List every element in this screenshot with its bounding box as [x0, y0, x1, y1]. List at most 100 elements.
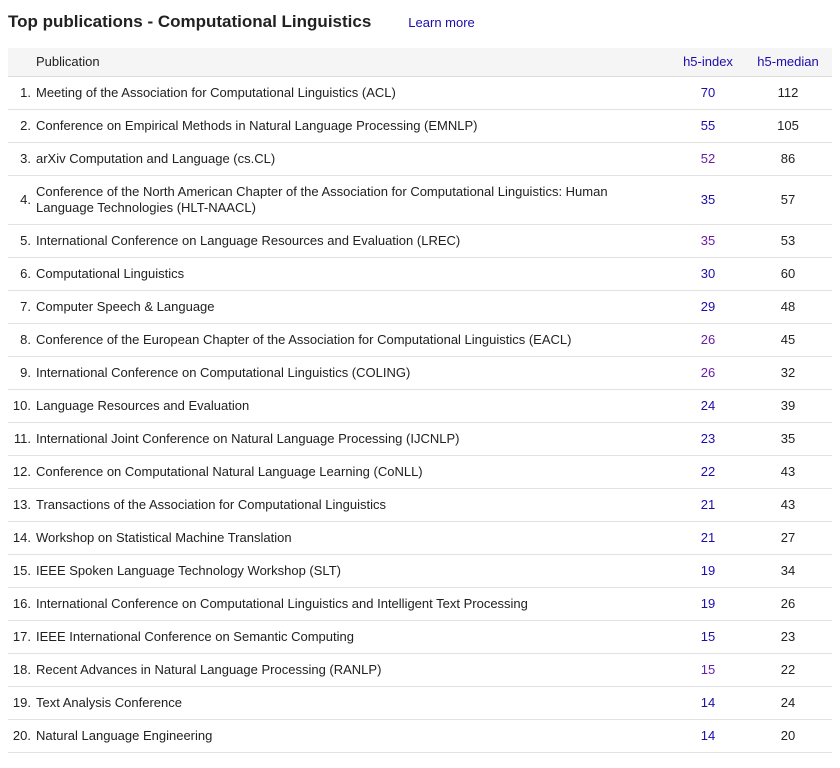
h5-index-cell: 24	[672, 390, 744, 422]
page-header: Top publications - Computational Linguis…	[0, 0, 840, 48]
h5-index-link[interactable]: 30	[700, 266, 716, 281]
h5-index-link[interactable]: 26	[700, 365, 716, 380]
h5-index-link[interactable]: 26	[700, 332, 716, 347]
learn-more-link[interactable]: Learn more	[408, 15, 475, 30]
publication-name: Conference on Empirical Methods in Natur…	[36, 118, 478, 133]
publication-name: International Joint Conference on Natura…	[36, 431, 460, 446]
h5-median-value: 105	[777, 118, 799, 133]
h5-index-cell: 14	[672, 720, 744, 752]
h5-index-link[interactable]: 14	[700, 695, 716, 710]
row-rank: 7.	[20, 299, 31, 314]
h5-median-cell: 60	[744, 258, 832, 290]
h5-index-column-header-cell: h5-index	[672, 48, 744, 76]
h5-index-link[interactable]: 21	[700, 497, 716, 512]
h5-index-cell: 29	[672, 291, 744, 323]
h5-median-value: 23	[780, 629, 796, 644]
row-rank: 6.	[20, 266, 31, 281]
table-row: 15. IEEE Spoken Language Technology Work…	[8, 555, 832, 588]
h5-index-link[interactable]: 14	[700, 728, 716, 743]
h5-index-link[interactable]: 35	[700, 192, 716, 207]
h5-median-cell: 45	[744, 324, 832, 356]
table-row: 8. Conference of the European Chapter of…	[8, 324, 832, 357]
row-rank: 13.	[12, 497, 31, 512]
h5-index-link[interactable]: 70	[700, 85, 716, 100]
h5-median-value: 20	[780, 728, 796, 743]
h5-median-value: 112	[777, 85, 799, 100]
h5-median-cell: 32	[744, 357, 832, 389]
h5-index-link[interactable]: 23	[700, 431, 716, 446]
h5-median-value: 39	[780, 398, 796, 413]
page-title: Top publications - Computational Linguis…	[8, 12, 372, 31]
h5-index-link[interactable]: 15	[700, 629, 716, 644]
h5-index-cell: 55	[672, 110, 744, 142]
h5-median-cell: 20	[744, 720, 832, 752]
h5-index-cell: 52	[672, 143, 744, 175]
h5-median-cell: 34	[744, 555, 832, 587]
h5-median-cell: 43	[744, 489, 832, 521]
publication-name: Computer Speech & Language	[36, 299, 215, 314]
row-rank: 16.	[12, 596, 31, 611]
h5-index-cell: 19	[672, 555, 744, 587]
h5-index-link[interactable]: 19	[700, 563, 716, 578]
h5-index-link[interactable]: 21	[700, 530, 716, 545]
h5-index-cell: 14	[672, 687, 744, 719]
h5-median-cell: 22	[744, 654, 832, 686]
h5-median-cell: 26	[744, 588, 832, 620]
h5-index-link[interactable]: 19	[700, 596, 716, 611]
publication-name: Transactions of the Association for Comp…	[36, 497, 386, 512]
row-rank: 8.	[20, 332, 31, 347]
h5-median-value: 57	[780, 192, 796, 207]
h5-median-cell: 35	[744, 423, 832, 455]
publication-name: Meeting of the Association for Computati…	[36, 85, 396, 100]
h5-index-cell: 70	[672, 77, 744, 109]
h5-median-cell: 43	[744, 456, 832, 488]
table-row: 4. Conference of the North American Chap…	[8, 176, 832, 225]
h5-median-value: 53	[780, 233, 796, 248]
h5-index-link[interactable]: 24	[700, 398, 716, 413]
h5-index-link[interactable]: 35	[700, 233, 716, 248]
publication-column-header: Publication	[36, 54, 100, 69]
h5-median-cell: 48	[744, 291, 832, 323]
publication-name: Natural Language Engineering	[36, 728, 213, 743]
h5-median-cell: 53	[744, 225, 832, 257]
row-rank: 1.	[20, 85, 31, 100]
h5-index-link[interactable]: 22	[700, 464, 716, 479]
publications-table: Publication h5-index h5-median 1. Meetin…	[8, 48, 832, 753]
rank-column-header	[8, 56, 31, 68]
publication-name: Conference on Computational Natural Lang…	[36, 464, 423, 479]
h5-index-cell: 21	[672, 489, 744, 521]
row-rank: 17.	[12, 629, 31, 644]
h5-index-link[interactable]: 15	[700, 662, 716, 677]
table-row: 3. arXiv Computation and Language (cs.CL…	[8, 143, 832, 176]
h5-median-value: 34	[780, 563, 796, 578]
table-row: 2. Conference on Empirical Methods in Na…	[8, 110, 832, 143]
h5-index-cell: 30	[672, 258, 744, 290]
publication-name: Language Resources and Evaluation	[36, 398, 250, 413]
h5-median-value: 22	[780, 662, 796, 677]
h5-index-cell: 35	[672, 184, 744, 216]
row-rank: 3.	[20, 151, 31, 166]
row-rank: 14.	[12, 530, 31, 545]
h5-median-column-header-link[interactable]: h5-median	[757, 54, 819, 69]
table-row: 20. Natural Language Engineering 14 20	[8, 720, 832, 753]
h5-median-value: 48	[780, 299, 796, 314]
publication-name: International Conference on Computationa…	[36, 596, 528, 611]
h5-median-value: 43	[780, 497, 796, 512]
row-rank: 4.	[20, 192, 31, 207]
h5-index-link[interactable]: 55	[700, 118, 716, 133]
h5-index-link[interactable]: 29	[700, 299, 716, 314]
table-row: 1. Meeting of the Association for Comput…	[8, 77, 832, 110]
publication-name: IEEE Spoken Language Technology Workshop…	[36, 563, 341, 578]
table-row: 12. Conference on Computational Natural …	[8, 456, 832, 489]
h5-median-value: 60	[780, 266, 796, 281]
h5-median-column-header-cell: h5-median	[744, 48, 832, 76]
h5-index-cell: 23	[672, 423, 744, 455]
h5-median-cell: 24	[744, 687, 832, 719]
h5-index-cell: 21	[672, 522, 744, 554]
h5-median-cell: 39	[744, 390, 832, 422]
h5-index-link[interactable]: 52	[700, 151, 716, 166]
h5-median-value: 86	[780, 151, 796, 166]
row-rank: 18.	[12, 662, 31, 677]
publication-name: International Conference on Language Res…	[36, 233, 461, 248]
h5-index-column-header-link[interactable]: h5-index	[683, 54, 733, 69]
